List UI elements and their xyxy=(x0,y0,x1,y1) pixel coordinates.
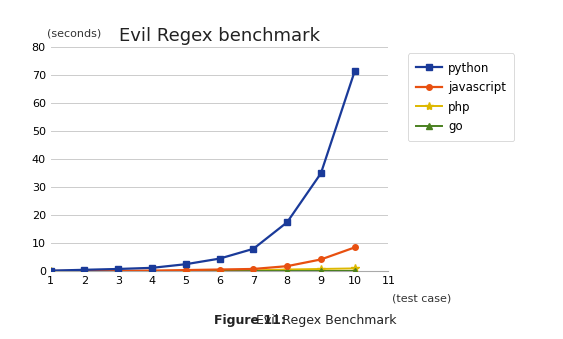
php xyxy=(182,269,189,273)
php xyxy=(284,267,291,272)
go xyxy=(149,269,155,273)
php xyxy=(351,266,358,271)
python xyxy=(47,268,54,273)
javascript xyxy=(318,257,324,261)
Text: (test case): (test case) xyxy=(392,294,451,303)
python xyxy=(115,267,122,271)
go xyxy=(284,269,291,273)
javascript xyxy=(47,269,54,273)
Line: go: go xyxy=(48,268,358,274)
php xyxy=(115,269,122,273)
Text: Figure 11:: Figure 11: xyxy=(214,314,286,327)
javascript xyxy=(81,269,88,273)
python xyxy=(149,266,155,270)
Line: javascript: javascript xyxy=(48,245,358,274)
Line: python: python xyxy=(48,68,358,274)
go xyxy=(250,269,257,273)
php xyxy=(250,268,257,273)
go xyxy=(182,269,189,273)
javascript xyxy=(250,267,257,271)
go xyxy=(115,269,122,273)
go xyxy=(81,269,88,273)
php xyxy=(149,269,155,273)
python xyxy=(216,257,223,261)
Text: (seconds): (seconds) xyxy=(47,28,101,39)
go xyxy=(318,269,324,273)
python xyxy=(284,220,291,224)
Text: Evil Regex Benchmark: Evil Regex Benchmark xyxy=(252,314,397,327)
python xyxy=(351,69,358,73)
go xyxy=(351,269,358,273)
javascript xyxy=(115,269,122,273)
javascript xyxy=(351,245,358,250)
python xyxy=(182,262,189,266)
Line: php: php xyxy=(47,264,359,275)
php xyxy=(216,268,223,273)
python xyxy=(81,268,88,272)
python xyxy=(318,171,324,175)
python xyxy=(250,247,257,251)
javascript xyxy=(149,268,155,273)
javascript xyxy=(284,264,291,268)
go xyxy=(47,269,54,273)
php xyxy=(81,269,88,273)
javascript xyxy=(216,267,223,272)
Legend: python, javascript, php, go: python, javascript, php, go xyxy=(408,53,514,141)
javascript xyxy=(182,268,189,272)
Title: Evil Regex benchmark: Evil Regex benchmark xyxy=(119,26,320,44)
php xyxy=(318,267,324,271)
go xyxy=(216,269,223,273)
php xyxy=(47,269,54,273)
